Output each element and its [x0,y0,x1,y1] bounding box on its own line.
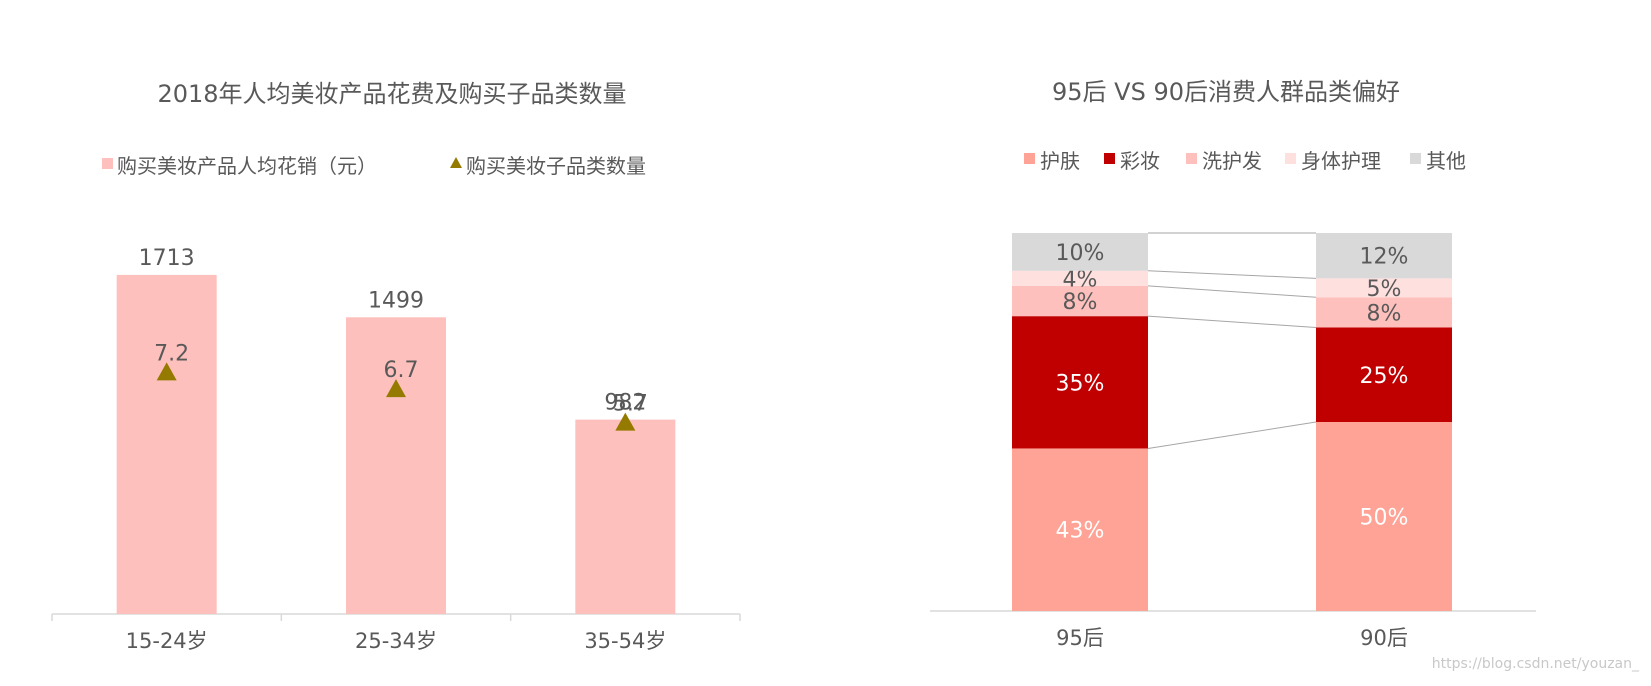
legend-swatch [1104,153,1115,164]
segment-value-label: 43% [1056,519,1105,544]
legend-label: 护肤 [1040,149,1080,173]
x-tick-label: 90后 [1360,626,1408,650]
segment-value-label: 35% [1056,371,1105,396]
stack-segment-身体护理 [1316,278,1452,298]
series-connector-line [1147,285,1317,298]
stack-segment-身体护理 [1012,270,1148,286]
bar-value-label: 1713 [139,246,195,271]
segment-value-label: 12% [1360,245,1409,270]
bar-15-24岁 [116,274,217,614]
series-connector-line [1147,421,1317,449]
left-legend: 购买美妆产品人均花销（元） 购买美妆子品类数量 [102,154,646,178]
stack-segment-彩妆 [1012,316,1148,449]
legend-swatch-spend [102,158,113,169]
legend-label-count: 购买美妆子品类数量 [466,154,646,178]
left-chart-title: 2018年人均美妆产品花费及购买子品类数量 [157,80,626,108]
triangle-marker [386,379,406,398]
legend-swatch [1024,153,1035,164]
stack-segment-洗护发 [1012,285,1148,317]
right-chart: 95后 VS 90后消费人群品类偏好 护肤 彩妆 洗护发 身体护理 其他 43% 35% 8… [930,78,1536,650]
stack-segment-护肤 [1316,422,1452,611]
x-tick-label: 15-24岁 [126,629,208,653]
legend-swatch [1410,153,1421,164]
bar-35-54岁 [575,419,676,614]
x-tick-label: 35-54岁 [584,629,666,653]
stack-segment-其他 [1316,233,1452,279]
stack-segment-彩妆 [1316,327,1452,422]
series-connector-line [1147,315,1317,328]
legend-label: 洗护发 [1202,149,1262,173]
legend-label-spend: 购买美妆产品人均花销（元） [117,154,377,178]
legend-triangle-count [450,157,462,168]
marker-value-label: 5.7 [613,392,648,417]
x-tick-label: 95后 [1056,626,1104,650]
legend-label: 彩妆 [1120,149,1160,173]
stack-segment-洗护发 [1316,297,1452,328]
right-chart-title: 95后 VS 90后消费人群品类偏好 [1052,78,1400,106]
segment-value-label: 8% [1063,290,1098,315]
x-tick-label: 25-34岁 [355,629,437,653]
legend-swatch [1285,153,1296,164]
segment-value-label: 50% [1360,506,1409,531]
marker-value-label: 7.2 [154,341,189,366]
marker-value-label: 6.7 [384,358,419,383]
stack-segment-护肤 [1012,448,1148,611]
segment-value-label: 25% [1360,364,1409,389]
triangle-marker [156,362,177,381]
legend-swatch [1186,153,1197,164]
left-chart: 2018年人均美妆产品花费及购买子品类数量 购买美妆产品人均花销（元） 购买美妆… [51,80,741,653]
legend-label: 身体护理 [1301,149,1381,173]
bar-value-label: 1499 [368,288,424,313]
bar-value-label: 982 [604,391,646,416]
triangle-marker [615,412,636,431]
right-legend: 护肤 彩妆 洗护发 身体护理 其他 [1024,149,1466,173]
stack-segment-其他 [1012,233,1148,271]
legend-label: 其他 [1426,149,1466,173]
segment-value-label: 8% [1367,301,1402,326]
segment-value-label: 10% [1056,241,1105,266]
segment-value-label: 5% [1367,277,1402,302]
series-connector-line [1147,270,1317,279]
bar-25-34岁 [346,317,446,614]
watermark: https://blog.csdn.net/youzan_ [1431,656,1639,672]
segment-value-label: 4% [1063,267,1098,292]
